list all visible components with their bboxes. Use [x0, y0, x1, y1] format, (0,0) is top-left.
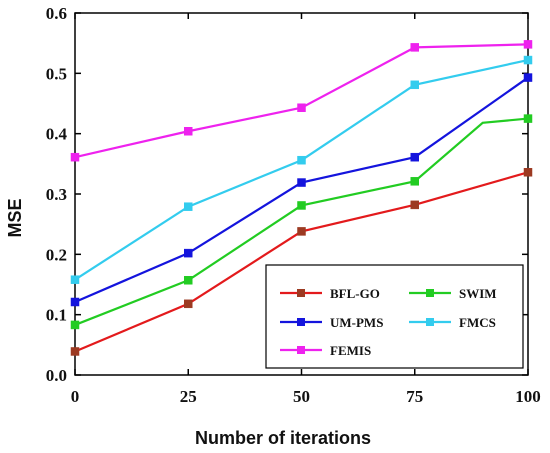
- legend: BFL-GO SWIM UM-PMS FMCS FEMIS: [265, 264, 524, 369]
- data-point-bfl-go: [297, 227, 306, 236]
- legend-label: BFL-GO: [330, 286, 380, 301]
- data-point-um-pms: [70, 297, 80, 307]
- series-line-fmcs: [74, 58, 529, 281]
- x-tick-label: 100: [515, 387, 541, 406]
- data-point-swim: [410, 177, 419, 186]
- data-point-swim: [70, 320, 80, 330]
- data-point-swim: [297, 201, 306, 210]
- legend-label: FMCS: [459, 315, 496, 330]
- y-tick-label: 0.4: [46, 125, 68, 144]
- legend-label: FEMIS: [330, 343, 371, 358]
- data-point-swim: [523, 114, 533, 123]
- plot-area: [70, 40, 533, 356]
- y-tick-label: 0.0: [46, 366, 67, 385]
- legend-item-um-pms: UM-PMS: [280, 315, 383, 330]
- y-tick-label: 0.2: [46, 245, 67, 264]
- data-point-um-pms: [297, 178, 306, 187]
- series-swim: [70, 114, 533, 330]
- data-point-bfl-go: [410, 200, 419, 210]
- y-tick-label: 0.1: [46, 306, 67, 325]
- legend-label: SWIM: [459, 286, 497, 301]
- x-tick-label: 25: [180, 387, 197, 406]
- data-point-fmcs: [297, 155, 306, 165]
- x-tick-label: 50: [293, 387, 310, 406]
- y-axis-title: MSE: [5, 198, 25, 237]
- legend-marker: [426, 289, 434, 297]
- y-tick-label: 0.6: [46, 4, 67, 23]
- series-line-swim: [74, 117, 529, 326]
- data-point-femis: [184, 127, 193, 136]
- data-point-um-pms: [184, 248, 193, 258]
- ticks: 0 25 50 75 100 0.0 0.1 0.2 0.3 0.4 0.5 0.6: [46, 4, 541, 406]
- x-tick-label: 75: [406, 387, 423, 406]
- series-line-femis: [74, 43, 529, 159]
- series-bfl-go: [70, 168, 533, 356]
- legend-item-fmcs: FMCS: [409, 315, 496, 330]
- x-tick-label: 0: [71, 387, 80, 406]
- series-femis: [70, 40, 533, 162]
- x-axis-title: Number of iterations: [195, 428, 371, 448]
- y-tick-label: 0.3: [46, 185, 67, 204]
- data-point-fmcs: [410, 80, 419, 90]
- series-um-pms: [70, 73, 533, 307]
- legend-item-swim: SWIM: [409, 286, 497, 301]
- legend-marker: [297, 346, 305, 354]
- data-point-bfl-go: [184, 299, 193, 309]
- data-point-um-pms: [523, 73, 533, 82]
- data-point-fmcs: [523, 55, 533, 65]
- data-point-femis: [297, 103, 306, 112]
- legend-marker: [297, 318, 305, 326]
- data-point-fmcs: [184, 202, 193, 211]
- data-point-swim: [184, 276, 193, 285]
- data-point-um-pms: [410, 152, 419, 162]
- series-fmcs: [70, 55, 533, 284]
- data-point-femis: [523, 40, 533, 49]
- legend-item-femis: FEMIS: [280, 343, 371, 358]
- data-point-bfl-go: [70, 347, 80, 356]
- y-tick-label: 0.5: [46, 64, 67, 83]
- data-point-femis: [410, 43, 419, 52]
- data-point-bfl-go: [523, 168, 533, 177]
- legend-item-bfl-go: BFL-GO: [280, 286, 380, 301]
- data-point-fmcs: [70, 275, 80, 284]
- data-point-femis: [70, 152, 80, 162]
- legend-label: UM-PMS: [330, 315, 383, 330]
- legend-marker: [297, 289, 305, 297]
- legend-marker: [426, 318, 434, 326]
